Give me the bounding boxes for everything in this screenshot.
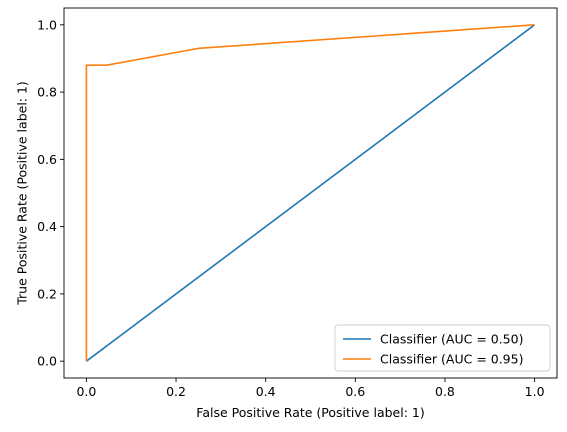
- y-tick-label: 0.2: [37, 286, 57, 301]
- x-axis-label: False Positive Rate (Positive label: 1): [196, 405, 424, 420]
- legend-box: [334, 324, 551, 372]
- legend: Classifier (AUC = 0.50) Classifier (AUC =…: [334, 324, 551, 372]
- x-tick-label: 0.6: [345, 384, 365, 399]
- x-axis-ticks: 0.0 0.2 0.4 0.6 0.8 1.0: [76, 378, 545, 399]
- series-line-1: [85, 24, 536, 362]
- y-tick-label: 0.6: [37, 152, 57, 167]
- x-tick-label: 0.4: [256, 384, 276, 399]
- plot-frame: [63, 7, 558, 379]
- y-axis-label: True Positive Rate (Positive label: 1): [14, 81, 29, 306]
- series-line-2: [85, 24, 535, 362]
- legend-label-2: Classifier (AUC = 0.95): [380, 352, 523, 367]
- y-tick-label: 0.8: [37, 85, 57, 100]
- legend-label-1: Classifier (AUC = 0.50): [380, 332, 523, 347]
- y-tick-label: 0.0: [37, 354, 57, 369]
- plot-lines: [85, 24, 536, 362]
- x-tick-label: 0.8: [435, 384, 455, 399]
- x-tick-label: 1.0: [525, 384, 545, 399]
- y-tick-label: 0.4: [37, 219, 57, 234]
- x-tick-label: 0.2: [166, 384, 186, 399]
- x-tick-label: 0.0: [76, 384, 96, 399]
- y-axis-ticks: 0.0 0.2 0.4 0.6 0.8 1.0: [37, 17, 64, 369]
- y-tick-label: 1.0: [37, 17, 57, 32]
